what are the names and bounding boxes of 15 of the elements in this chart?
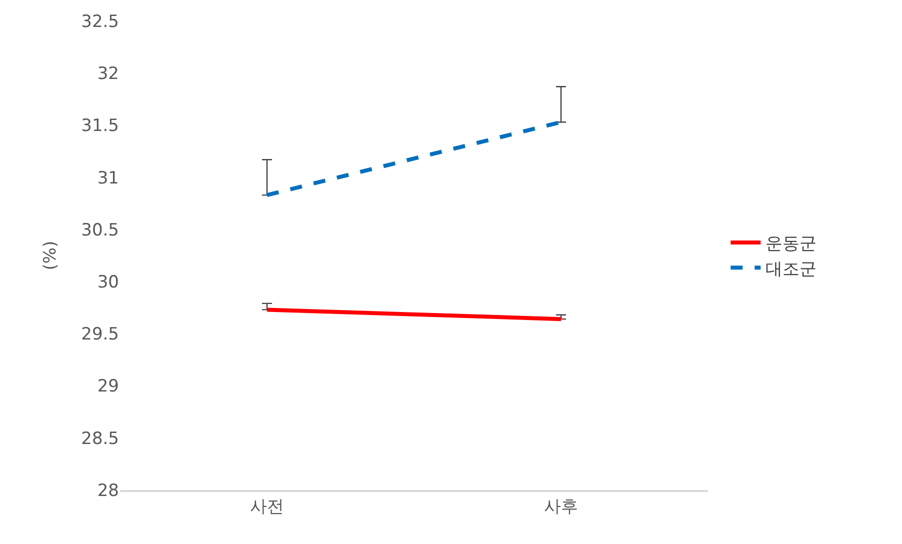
- x-tick-label: 사전: [250, 497, 284, 518]
- y-tick-label: 28: [97, 480, 119, 501]
- y-tick-label: 31: [97, 168, 119, 188]
- y-tick-label: 29: [97, 376, 119, 397]
- x-tick-label: 사후: [544, 497, 578, 518]
- y-tick-label: 28.5: [81, 428, 119, 449]
- y-tick-label: 32: [97, 64, 119, 84]
- legend-label: 대조군: [766, 259, 817, 280]
- y-tick-label: 30.5: [81, 220, 119, 240]
- y-tick-label: 29.5: [81, 324, 119, 345]
- y-tick-label: 30: [97, 272, 119, 293]
- legend-label: 운동군: [766, 234, 817, 254]
- y-tick-label: 32.5: [81, 12, 119, 32]
- y-axis-title: (%): [40, 240, 61, 270]
- y-tick-label: 31.5: [81, 116, 119, 136]
